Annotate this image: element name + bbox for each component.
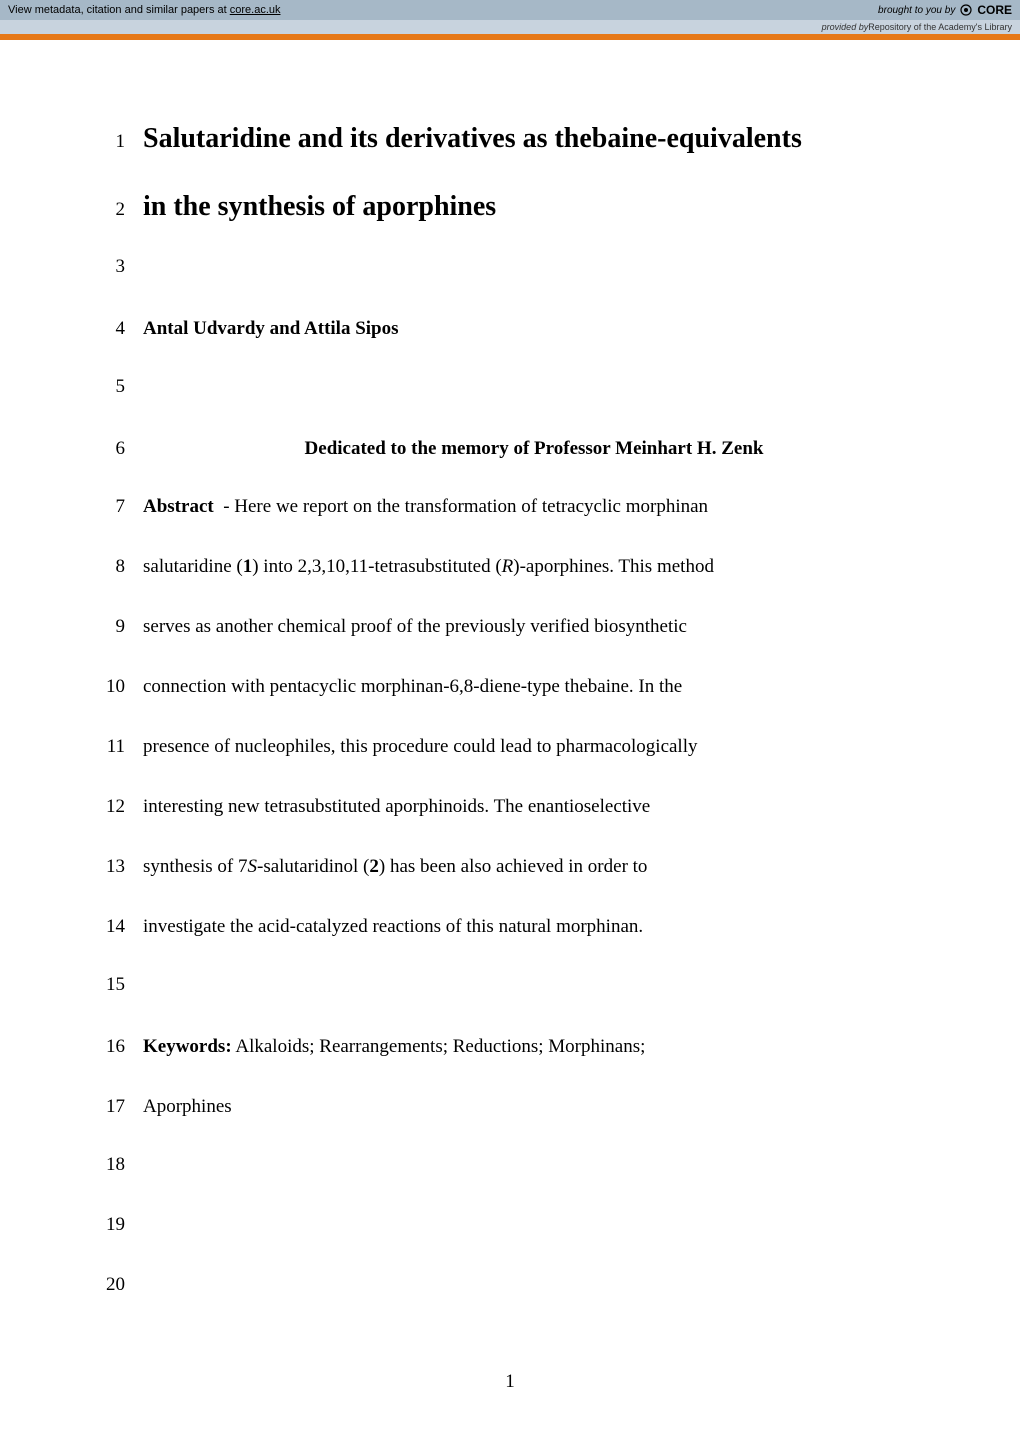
line-number: 9 <box>95 616 125 638</box>
provided-by-prefix: provided by <box>822 22 869 32</box>
page-content: 1 Salutaridine and its derivatives as the… <box>0 40 1020 1304</box>
line-number: 19 <box>95 1214 125 1236</box>
line-number: 18 <box>95 1154 125 1176</box>
manuscript-line: 1 Salutaridine and its derivatives as the… <box>95 120 925 158</box>
line-number: 8 <box>95 556 125 578</box>
line-text: Antal Udvardy and Attila Sipos <box>143 316 925 342</box>
banner-left-prefix: View metadata, citation and similar pape… <box>8 4 230 16</box>
line-number: 20 <box>95 1274 125 1296</box>
line-text: interesting new tetrasubstituted aporphi… <box>143 794 925 820</box>
manuscript-line: 15 <box>95 974 925 1004</box>
manuscript-line: 20 <box>95 1274 925 1304</box>
manuscript-line: 5 <box>95 376 925 406</box>
line-text: investigate the acid-catalyzed reactions… <box>143 914 925 940</box>
manuscript-line: 19 <box>95 1214 925 1244</box>
line-text: salutaridine (1) into 2,3,10,11-tetrasub… <box>143 554 925 580</box>
line-number: 1 <box>95 131 125 153</box>
line-text: Salutaridine and its derivatives as theb… <box>143 120 925 158</box>
line-number: 3 <box>95 256 125 278</box>
banner-right: brought to you by CORE <box>878 3 1012 17</box>
manuscript-line: 10 connection with pentacyclic morphinan-… <box>95 674 925 704</box>
manuscript-line: 7 Abstract - Here we report on the transf… <box>95 494 925 524</box>
repository-name: Repository of the Academy's Library <box>868 22 1012 32</box>
manuscript-line: 11 presence of nucleophiles, this procedu… <box>95 734 925 764</box>
line-number: 13 <box>95 856 125 878</box>
banner-left: View metadata, citation and similar pape… <box>8 4 281 16</box>
line-text: presence of nucleophiles, this procedure… <box>143 734 925 760</box>
line-text: Keywords: Alkaloids; Rearrangements; Red… <box>143 1034 925 1060</box>
line-text: Aporphines <box>143 1094 925 1120</box>
core-logo-icon <box>959 3 973 17</box>
core-brand: CORE <box>977 3 1012 17</box>
manuscript-line: 9 serves as another chemical proof of the… <box>95 614 925 644</box>
manuscript-line: 8 salutaridine (1) into 2,3,10,11-tetrasu… <box>95 554 925 584</box>
line-number: 7 <box>95 496 125 518</box>
manuscript-line: 14 investigate the acid-catalyzed reactio… <box>95 914 925 944</box>
banner-right-prefix: brought to you by <box>878 5 955 16</box>
manuscript-line: 16 Keywords: Alkaloids; Rearrangements; R… <box>95 1034 925 1064</box>
line-number: 15 <box>95 974 125 996</box>
line-number: 5 <box>95 376 125 398</box>
line-text: in the synthesis of aporphines <box>143 188 925 226</box>
line-text: synthesis of 7S-salutaridinol (2) has be… <box>143 854 925 880</box>
provided-by-banner: provided by Repository of the Academy's … <box>0 20 1020 34</box>
manuscript-line: 12 interesting new tetrasubstituted aporp… <box>95 794 925 824</box>
manuscript-line: 6 Dedicated to the memory of Professor Me… <box>95 436 925 466</box>
manuscript-line: 3 <box>95 256 925 286</box>
line-number: 2 <box>95 199 125 221</box>
line-number: 6 <box>95 438 125 460</box>
line-number: 12 <box>95 796 125 818</box>
line-number: 17 <box>95 1096 125 1118</box>
line-text: Dedicated to the memory of Professor Mei… <box>143 436 925 462</box>
core-link[interactable]: core.ac.uk <box>230 4 281 16</box>
line-number: 4 <box>95 318 125 340</box>
manuscript-line: 4 Antal Udvardy and Attila Sipos <box>95 316 925 346</box>
line-text: Abstract - Here we report on the transfo… <box>143 494 925 520</box>
line-number: 16 <box>95 1036 125 1058</box>
manuscript-line: 13 synthesis of 7S-salutaridinol (2) has … <box>95 854 925 884</box>
manuscript-line: 17 Aporphines <box>95 1094 925 1124</box>
manuscript-line: 2 in the synthesis of aporphines <box>95 188 925 226</box>
page-number: 1 <box>0 1371 1020 1393</box>
manuscript-line: 18 <box>95 1154 925 1184</box>
metadata-banner: View metadata, citation and similar pape… <box>0 0 1020 20</box>
line-number: 10 <box>95 676 125 698</box>
line-text: serves as another chemical proof of the … <box>143 614 925 640</box>
line-number: 11 <box>95 736 125 758</box>
line-text: connection with pentacyclic morphinan-6,… <box>143 674 925 700</box>
line-number: 14 <box>95 916 125 938</box>
